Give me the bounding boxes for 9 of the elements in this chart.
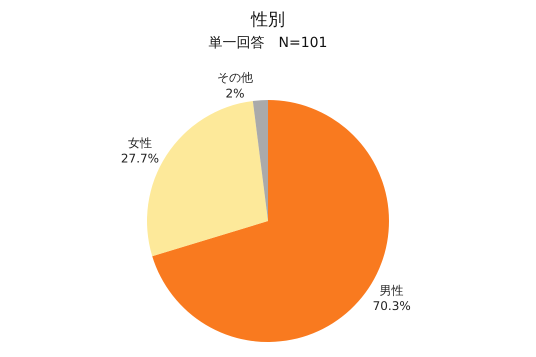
- slice-label: 男性: [380, 283, 404, 298]
- pie-slice: [252, 100, 268, 221]
- chart-subtitle: 単一回答 N=101: [208, 35, 328, 52]
- data-label: 2%: [225, 86, 245, 100]
- slice-label: その他: [217, 70, 253, 85]
- data-label: 70.3%: [372, 299, 411, 314]
- data-label: 27.7%: [120, 152, 160, 166]
- slice-label: 女性: [128, 136, 152, 150]
- chart-title: 性別: [250, 10, 285, 30]
